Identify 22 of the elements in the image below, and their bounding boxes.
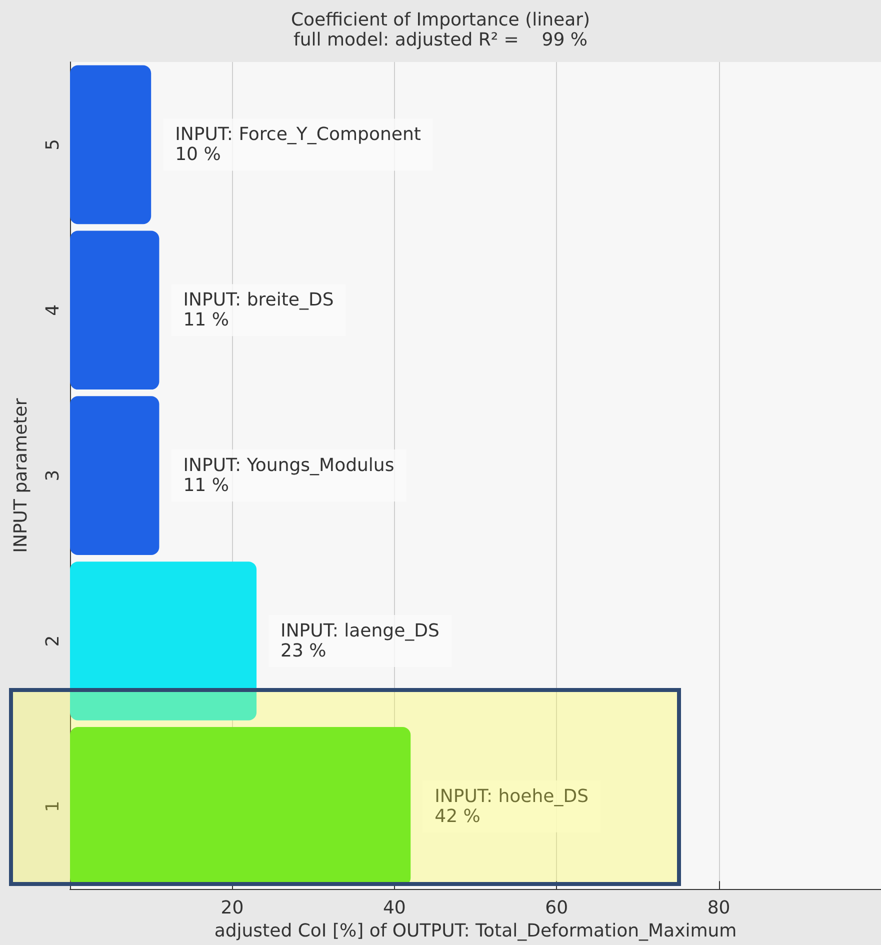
data-label: INPUT: laenge_DS 23 % bbox=[280, 620, 440, 662]
bar bbox=[70, 396, 160, 555]
y-tick-label: 1 bbox=[42, 800, 64, 812]
y-tick-label: 2 bbox=[42, 635, 64, 647]
y-tick-label: 3 bbox=[42, 470, 64, 482]
x-tick-label: 60 bbox=[545, 898, 568, 919]
x-tick-label: 40 bbox=[382, 898, 406, 919]
y-tick-label: 4 bbox=[42, 304, 64, 316]
x-axis-title: adjusted CoI [%] of OUTPUT: Total_Deformation_Maximum bbox=[214, 920, 737, 942]
bar bbox=[70, 562, 257, 720]
y-tick-label: 5 bbox=[42, 138, 64, 150]
x-tick-label: 20 bbox=[220, 898, 244, 919]
y-axis-title: INPUT parameter bbox=[10, 398, 32, 553]
x-tick-label: 80 bbox=[707, 898, 730, 919]
data-label: INPUT: hoehe_DS 42 % bbox=[434, 786, 588, 827]
data-label: INPUT: Force_Y_Component 10 % bbox=[175, 124, 421, 166]
bar bbox=[70, 65, 152, 224]
chart-subtitle: full model: adjusted R² = 99 % bbox=[294, 30, 588, 50]
data-label: INPUT: breite_DS 11 % bbox=[183, 290, 334, 331]
bar bbox=[70, 230, 160, 390]
chart-title: Coefficient of Importance (linear) bbox=[290, 10, 590, 30]
data-label: INPUT: Youngs_Modulus 11 % bbox=[183, 455, 394, 496]
